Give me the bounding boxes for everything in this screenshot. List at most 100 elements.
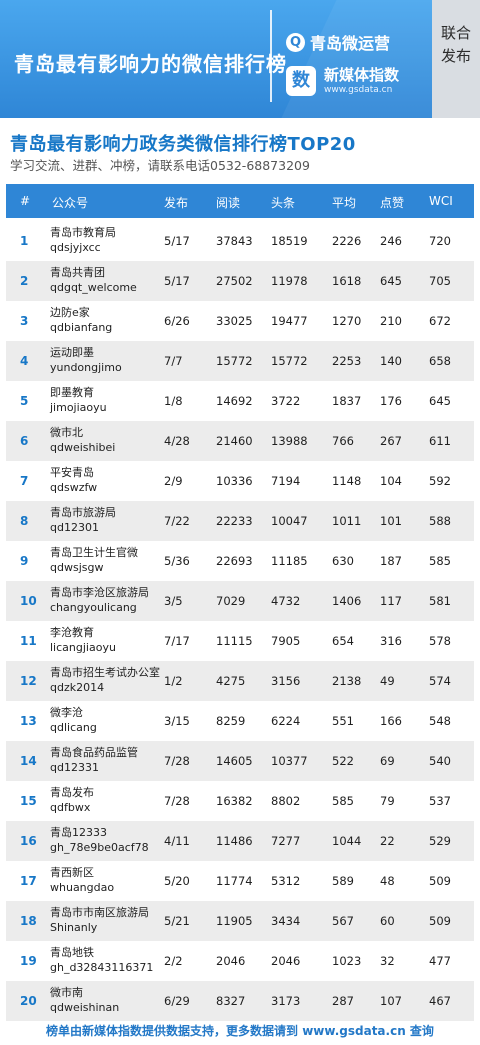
- publish-count: 2/9: [164, 474, 183, 488]
- wci-score: 611: [429, 434, 451, 448]
- account-name: 青西新区: [50, 866, 94, 879]
- average-read-count: 1044: [332, 834, 362, 848]
- headline-read-count: 13988: [271, 434, 308, 448]
- average-read-count: 1837: [332, 394, 362, 408]
- account-name: 青岛市旅游局: [50, 506, 116, 519]
- headline-read-count: 7194: [271, 474, 301, 488]
- wci-score: 705: [429, 274, 451, 288]
- rank-cell: 7: [20, 474, 29, 488]
- read-count: 8327: [216, 994, 246, 1008]
- like-count: 210: [380, 314, 402, 328]
- wci-score: 540: [429, 754, 451, 768]
- like-count: 176: [380, 394, 402, 408]
- wci-score: 578: [429, 634, 451, 648]
- read-count: 4275: [216, 674, 246, 688]
- read-count: 27502: [216, 274, 253, 288]
- headline-read-count: 11185: [271, 554, 308, 568]
- rank-cell: 13: [20, 714, 37, 728]
- read-count: 10336: [216, 474, 253, 488]
- like-count: 267: [380, 434, 402, 448]
- table-row: 8 青岛市旅游局 qd12301 7/22 22233 10047 1011 101 588: [6, 501, 474, 541]
- rank-cell: 1: [20, 234, 29, 248]
- publish-count: 1/2: [164, 674, 183, 688]
- table-row: 19 青岛地铁 gh_d32843116371 2/2 2046 2046 1023 32 47…: [6, 941, 474, 981]
- gsdata-logo-url: www.gsdata.cn: [324, 84, 393, 95]
- account-name: 微市南: [50, 986, 83, 999]
- headline-read-count: 10047: [271, 514, 308, 528]
- account-name: 青岛市李沧区旅游局: [50, 586, 149, 599]
- banner-title: 青岛最有影响力的微信排行榜: [14, 52, 287, 76]
- rank-cell: 18: [20, 914, 37, 928]
- account-name: 运动即墨: [50, 346, 94, 359]
- wci-score: 581: [429, 594, 451, 608]
- read-count: 33025: [216, 314, 253, 328]
- publish-count: 4/11: [164, 834, 190, 848]
- read-count: 15772: [216, 354, 253, 368]
- account-name: 边防e家: [50, 306, 90, 319]
- qingdao-logo-text: 青岛微运营: [310, 34, 391, 53]
- rank-cell: 3: [20, 314, 29, 328]
- like-count: 49: [380, 674, 395, 688]
- wci-score: 548: [429, 714, 451, 728]
- like-count: 645: [380, 274, 402, 288]
- publish-count: 7/28: [164, 754, 190, 768]
- read-count: 11115: [216, 634, 253, 648]
- table-row: 10 青岛市李沧区旅游局 changyoulicang 3/5 7029 4732 1406…: [6, 581, 474, 621]
- headline-read-count: 15772: [271, 354, 308, 368]
- like-count: 104: [380, 474, 402, 488]
- account-name: 青岛市市南区旅游局: [50, 906, 149, 919]
- col-account: 公众号: [52, 196, 89, 210]
- wci-score: 529: [429, 834, 451, 848]
- rank-cell: 10: [20, 594, 37, 608]
- headline-read-count: 3173: [271, 994, 301, 1008]
- wci-score: 592: [429, 474, 451, 488]
- account-id: jimojiaoyu: [50, 401, 107, 414]
- wci-score: 645: [429, 394, 451, 408]
- like-count: 117: [380, 594, 402, 608]
- qingdao-weiyunying-logo: Q 青岛微运营: [286, 30, 390, 54]
- headline-read-count: 7277: [271, 834, 301, 848]
- account-name: 青岛发布: [50, 786, 94, 799]
- rank-cell: 11: [20, 634, 37, 648]
- account-id: qdswzfw: [50, 481, 98, 494]
- account-name: 微李沧: [50, 706, 83, 719]
- account-name: 平安青岛: [50, 466, 94, 479]
- like-count: 69: [380, 754, 395, 768]
- average-read-count: 1148: [332, 474, 362, 488]
- table-row: 16 青岛12333 gh_78e9be0acf78 4/11 11486 7277 104…: [6, 821, 474, 861]
- average-read-count: 2253: [332, 354, 362, 368]
- average-read-count: 630: [332, 554, 354, 568]
- table-row: 15 青岛发布 qdfbwx 7/28 16382 8802 585 79 537: [6, 781, 474, 821]
- wci-score: 585: [429, 554, 451, 568]
- like-count: 107: [380, 994, 402, 1008]
- header-banner: 青岛最有影响力的微信排行榜 Q 青岛微运营 数 新媒体指数 www.gsdata…: [0, 0, 480, 118]
- like-count: 101: [380, 514, 402, 528]
- like-count: 187: [380, 554, 402, 568]
- like-count: 48: [380, 874, 395, 888]
- table-row: 11 李沧教育 licangjiaoyu 7/17 11115 7905 654 316 578: [6, 621, 474, 661]
- banner-divider: [270, 10, 272, 102]
- account-id: qdgqt_welcome: [50, 281, 137, 294]
- page-title: 青岛最有影响力政务类微信排行榜TOP20: [10, 134, 356, 155]
- table-row: 12 青岛市招生考试办公室 qdzk2014 1/2 4275 3156 2138 49 574: [6, 661, 474, 701]
- headline-read-count: 8802: [271, 794, 301, 808]
- col-read: 阅读: [216, 196, 241, 210]
- account-name: 李沧教育: [50, 626, 94, 639]
- average-read-count: 2138: [332, 674, 362, 688]
- read-count: 7029: [216, 594, 246, 608]
- like-count: 316: [380, 634, 402, 648]
- like-count: 22: [380, 834, 395, 848]
- average-read-count: 1618: [332, 274, 362, 288]
- headline-read-count: 3722: [271, 394, 301, 408]
- like-count: 79: [380, 794, 395, 808]
- headline-read-count: 5312: [271, 874, 301, 888]
- read-count: 11774: [216, 874, 253, 888]
- read-count: 22693: [216, 554, 253, 568]
- account-name: 青岛市招生考试办公室: [50, 666, 160, 679]
- wci-score: 658: [429, 354, 451, 368]
- table-row: 3 边防e家 qdbianfang 6/26 33025 19477 1270 210 672: [6, 301, 474, 341]
- publish-count: 7/7: [164, 354, 183, 368]
- account-id: Shinanly: [50, 921, 98, 934]
- headline-read-count: 4732: [271, 594, 301, 608]
- wci-score: 574: [429, 674, 451, 688]
